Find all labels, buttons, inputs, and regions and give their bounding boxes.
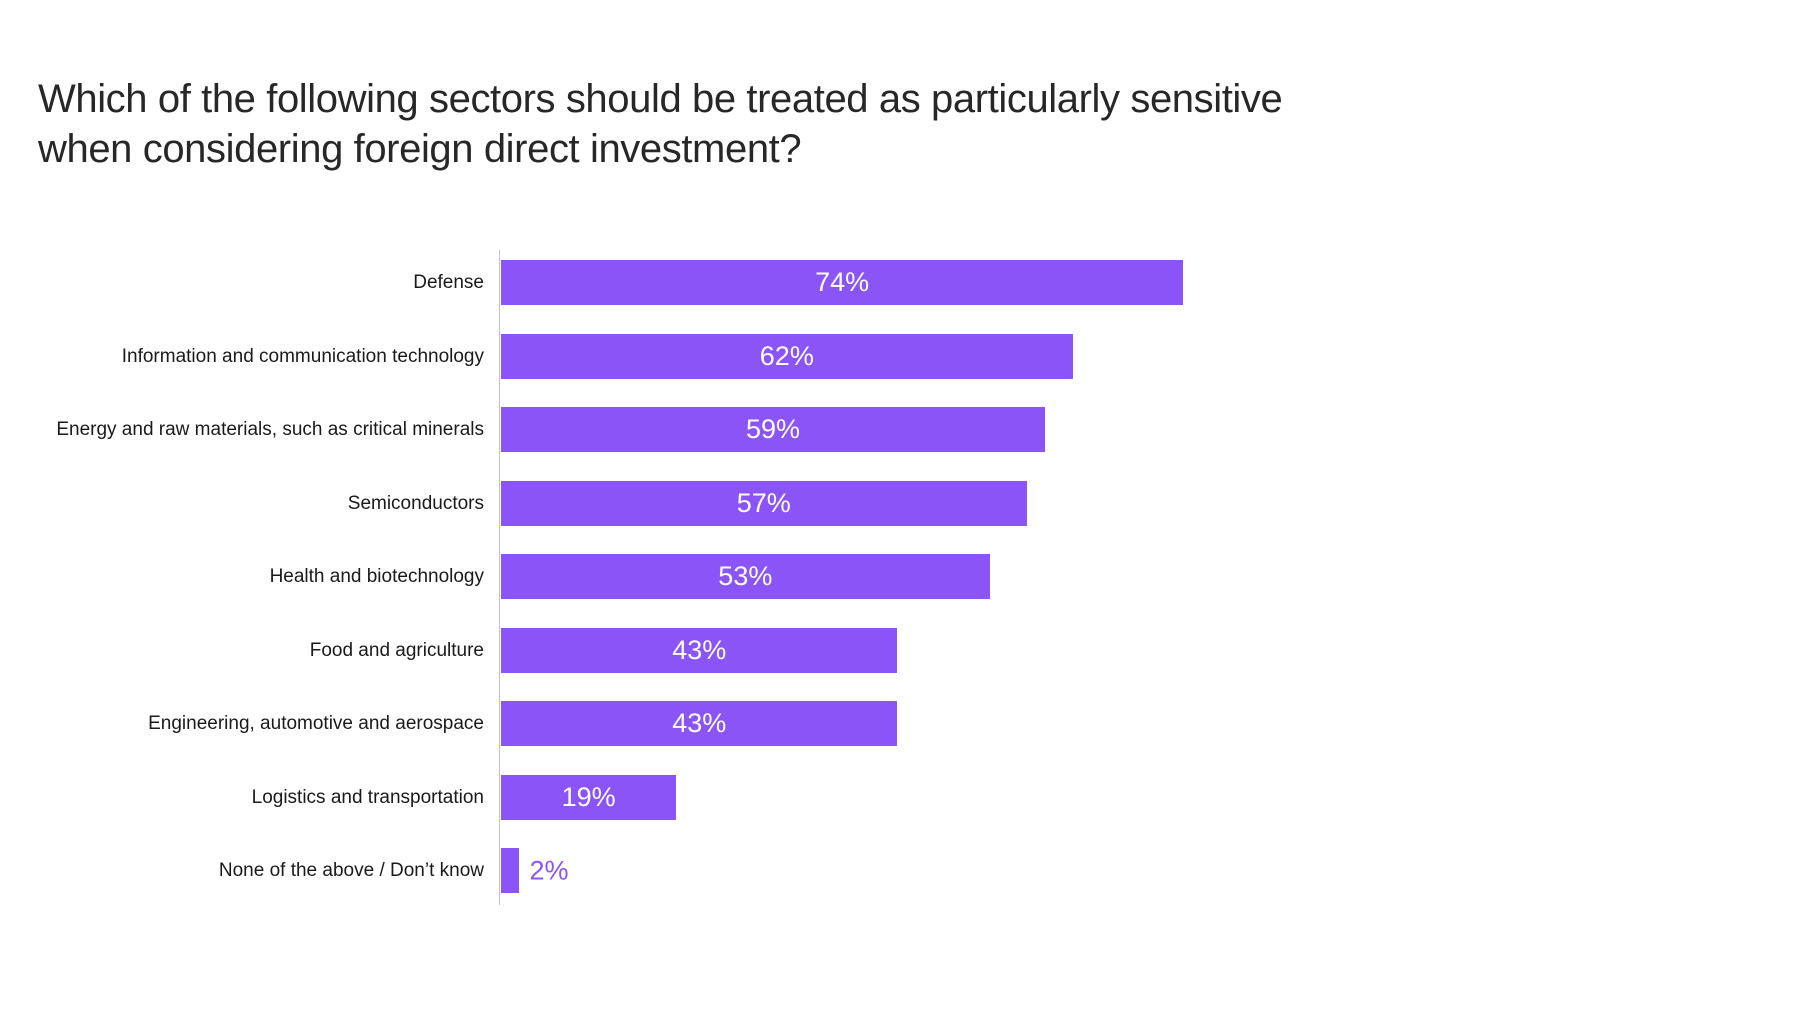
value-label: 74% bbox=[815, 267, 870, 297]
chart-title: Which of the following sectors should be… bbox=[38, 74, 1283, 174]
category-label: Logistics and transportation bbox=[251, 786, 484, 808]
bar-area: 59% bbox=[501, 407, 1423, 452]
bar: 57% bbox=[501, 480, 1027, 526]
value-label: 19% bbox=[561, 781, 616, 812]
bar-area: 62% bbox=[501, 333, 1423, 379]
chart-title-line-1: Which of the following sectors should be… bbox=[38, 77, 1283, 121]
chart-row: None of the above / Don’t know 2% bbox=[0, 848, 1800, 893]
bar-area: 43% bbox=[501, 701, 1423, 746]
chart-row: Semiconductors 57% bbox=[0, 480, 1800, 526]
value-label: 57% bbox=[736, 487, 791, 518]
chart-title-line-2: when considering foreign direct investme… bbox=[38, 127, 802, 171]
bar-area: 53% bbox=[501, 554, 1423, 599]
y-axis-line bbox=[499, 250, 500, 905]
bar: 62% bbox=[501, 333, 1073, 379]
category-label: None of the above / Don’t know bbox=[218, 860, 484, 881]
bar-area: 74% bbox=[501, 260, 1423, 305]
category-label: Health and biotechnology bbox=[269, 566, 484, 587]
chart-row: Information and communication technology… bbox=[0, 333, 1800, 379]
category-label: Energy and raw materials, such as critic… bbox=[56, 419, 484, 440]
bar-area: 2% bbox=[501, 848, 1423, 893]
value-label: 53% bbox=[718, 561, 773, 591]
bar: 43% bbox=[501, 701, 898, 746]
bar-area: 43% bbox=[501, 627, 1423, 673]
bar-area: 57% bbox=[501, 480, 1423, 526]
category-label: Engineering, automotive and aerospace bbox=[148, 713, 484, 734]
value-label: 43% bbox=[672, 634, 727, 665]
chart-row: Food and agriculture 43% bbox=[0, 627, 1800, 673]
category-label: Defense bbox=[413, 272, 484, 293]
bar: 53% bbox=[501, 554, 990, 599]
bar: 74% bbox=[501, 260, 1184, 305]
bar: 43% bbox=[501, 627, 898, 673]
value-label: 43% bbox=[672, 708, 727, 738]
chart-row: Defense 74% bbox=[0, 260, 1800, 305]
chart-row: Energy and raw materials, such as critic… bbox=[0, 407, 1800, 452]
category-label: Information and communication technology bbox=[121, 345, 484, 367]
bar-area: 19% bbox=[501, 774, 1423, 820]
bar: 19% bbox=[501, 774, 677, 820]
chart-row: Health and biotechnology 53% bbox=[0, 554, 1800, 599]
chart-row: Engineering, automotive and aerospace 43… bbox=[0, 701, 1800, 746]
category-label: Food and agriculture bbox=[309, 639, 484, 661]
value-label: 62% bbox=[759, 340, 814, 371]
bar: 59% bbox=[501, 407, 1045, 452]
value-label: 2% bbox=[529, 855, 569, 885]
chart-rows: Defense 74% Information and communicatio… bbox=[0, 250, 1800, 905]
category-label: Semiconductors bbox=[347, 492, 484, 514]
value-label: 59% bbox=[745, 414, 800, 444]
chart-row: Logistics and transportation 19% bbox=[0, 774, 1800, 820]
bar bbox=[501, 848, 520, 893]
